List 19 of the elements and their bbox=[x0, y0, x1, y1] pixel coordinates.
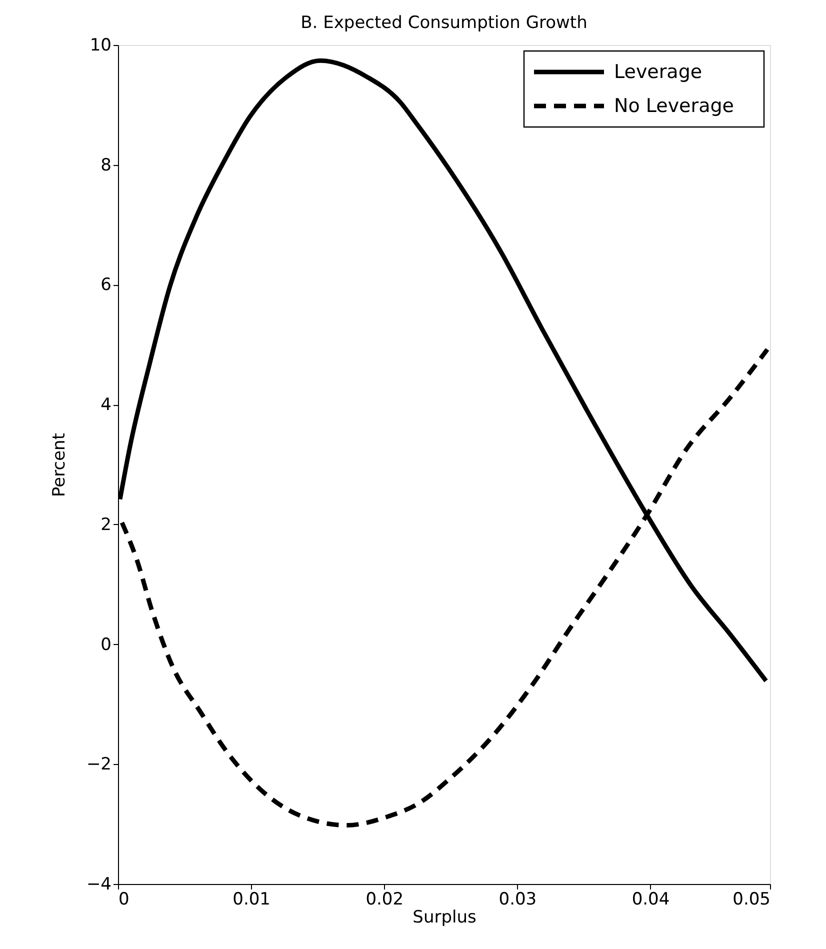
y-axis-title: Percent bbox=[49, 432, 70, 497]
x-tick-label: 0.02 bbox=[366, 890, 404, 910]
y-tick-label: 6 bbox=[100, 275, 112, 296]
y-tick-label: 8 bbox=[100, 155, 112, 176]
legend-label: Leverage bbox=[614, 61, 702, 83]
y-tick-label: 2 bbox=[100, 514, 112, 535]
x-tick-label: 0.04 bbox=[632, 890, 670, 910]
legend-label: No Leverage bbox=[614, 95, 734, 117]
y-tick-label: 4 bbox=[100, 395, 112, 416]
chart-title: B. Expected Consumption Growth bbox=[300, 13, 588, 33]
x-tick-label: 0.05 bbox=[732, 890, 770, 910]
x-tick-label: 0.03 bbox=[498, 890, 537, 910]
x-tick-label: 0 bbox=[118, 890, 130, 910]
y-tick-label: 10 bbox=[90, 36, 112, 56]
y-tick-label: 0 bbox=[100, 634, 112, 655]
x-axis-title: Surplus bbox=[412, 908, 476, 928]
y-tick-label: −4 bbox=[86, 874, 112, 894]
x-tick-label: 0.01 bbox=[232, 890, 270, 910]
y-tick-label: −2 bbox=[86, 754, 112, 775]
